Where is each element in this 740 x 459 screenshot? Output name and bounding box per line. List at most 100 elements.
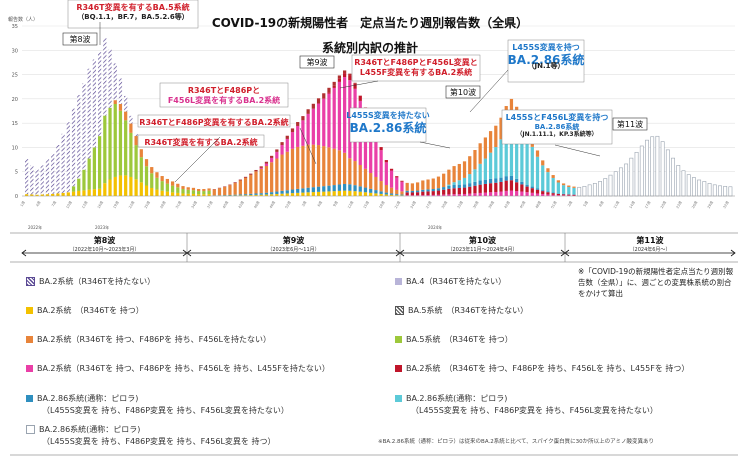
callout-box — [349, 107, 427, 143]
bar-segment — [436, 188, 441, 191]
bar-segment — [316, 145, 321, 187]
bar-segment — [160, 190, 164, 196]
bar-segment — [301, 145, 305, 189]
bar-segment — [400, 181, 404, 192]
legend-item: BA.2系統（R346Tを 持つ、F486Pを 持ち、F456Lを 持ち、L45… — [26, 363, 330, 374]
bar-segment — [113, 100, 117, 105]
bar-segment — [306, 113, 310, 145]
bar-segment — [551, 175, 555, 178]
callout-box — [507, 39, 585, 83]
bar-segment — [197, 194, 201, 196]
bar-segment — [577, 186, 582, 197]
wave-marker: 第8波 — [69, 34, 90, 44]
x-tick-label: 24週 — [409, 199, 417, 209]
bar-segment — [655, 135, 660, 197]
year-label: 2022年 — [28, 224, 42, 230]
bar-segment — [322, 146, 326, 187]
legend-label-detail: （L455S変異を 持ち、F486P変異を 持ち、F456L変異を 持つ） — [42, 437, 276, 446]
bar-segment — [379, 150, 383, 182]
callout-box — [137, 114, 291, 128]
bar-segment — [285, 151, 289, 191]
bar-segment — [254, 171, 258, 194]
bar-segment — [728, 186, 733, 197]
legend-swatch — [26, 395, 33, 402]
bar-segment — [452, 166, 456, 183]
bar-segment — [374, 176, 378, 191]
bar-segment — [264, 163, 269, 167]
bar-segment — [374, 137, 378, 177]
bar-segment — [504, 180, 508, 191]
bar-segment — [436, 190, 441, 195]
callout-text: BA.2.86系統 — [535, 122, 580, 131]
bar-segment — [541, 190, 545, 192]
bar-segment — [369, 173, 373, 189]
legend-item: BA.2.86系統(通称：ピロラ) — [26, 393, 138, 404]
bar-segment — [332, 148, 336, 186]
bar-segment — [327, 92, 331, 94]
x-tick-label: 33週 — [456, 199, 464, 209]
callout-leader — [419, 141, 451, 149]
bar-segment — [56, 145, 60, 194]
bar-segment — [233, 183, 237, 195]
bar-segment — [103, 115, 107, 184]
legend-item: BA.5系統 （R346Tを 持つ） — [395, 334, 513, 345]
bar-segment — [421, 189, 425, 192]
legend-swatch — [26, 336, 33, 343]
bar-segment — [348, 75, 352, 81]
x-tick-label: 6週 — [316, 199, 323, 207]
bar-segment — [389, 187, 394, 194]
bar-segment — [238, 195, 242, 196]
bar-segment — [561, 194, 566, 196]
x-tick-label: 37週 — [205, 199, 213, 209]
bar-segment — [676, 165, 681, 197]
bar-segment — [530, 146, 534, 187]
bar-segment — [358, 191, 362, 196]
callout-text: L455SとF456L変異を持つ — [506, 112, 609, 122]
bar-segment — [280, 142, 284, 145]
bar-segment — [337, 81, 342, 151]
bar-segment — [535, 156, 540, 189]
x-tick-label: 32週 — [721, 199, 729, 209]
x-tick-label: 16週 — [96, 199, 104, 209]
bar-segment — [337, 150, 342, 185]
bar-segment — [124, 120, 128, 176]
bar-segment — [327, 185, 331, 192]
bar-segment — [494, 178, 498, 183]
callout-box — [351, 54, 481, 82]
bar-segment — [108, 49, 112, 108]
bar-segment — [478, 192, 482, 196]
callout-leader — [339, 80, 379, 89]
legend-label: BA.2系統 （R346Tを 持つ） — [37, 306, 144, 315]
bar-segment — [686, 174, 691, 197]
wave-marker-box — [62, 32, 98, 46]
bar-segment — [541, 160, 545, 166]
bar-segment — [384, 162, 388, 186]
bar-segment — [170, 181, 175, 186]
bar-segment — [144, 166, 149, 186]
bar-segment — [348, 73, 352, 76]
x-tick-label: 42週 — [503, 199, 511, 209]
bar-segment — [77, 94, 81, 179]
bar-segment — [327, 147, 331, 186]
bar-segment — [473, 181, 477, 186]
bar-segment — [134, 145, 138, 180]
bar-segment — [103, 183, 107, 196]
bar-segment — [108, 179, 112, 196]
callout-text: R346T変異を有するBA.5系統 — [76, 2, 189, 12]
legend-label: BA.4（R346Tを持たない） — [406, 277, 507, 286]
bar-segment — [353, 161, 357, 186]
bar-segment — [97, 52, 102, 137]
bar-segment — [249, 173, 253, 175]
bar-segment — [369, 125, 373, 174]
x-tick-label: 19週 — [112, 199, 120, 209]
bar-segment — [270, 194, 274, 196]
bar-segment — [442, 187, 446, 190]
wave-range: （2022年10月～2023年3月） — [70, 246, 140, 253]
bar-segment — [645, 139, 649, 197]
bar-segment — [535, 188, 540, 190]
bar-segment — [155, 189, 159, 196]
bar-segment — [51, 193, 55, 196]
bar-segment — [400, 180, 404, 182]
